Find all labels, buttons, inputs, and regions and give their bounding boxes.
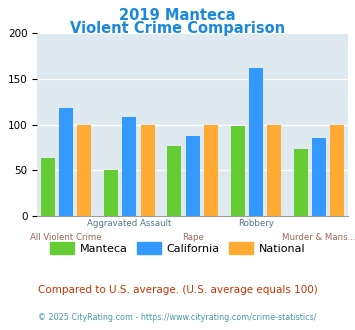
Text: All Violent Crime: All Violent Crime	[30, 233, 102, 242]
Text: Aggravated Assault: Aggravated Assault	[87, 219, 171, 228]
Bar	[104, 170, 118, 216]
Bar	[77, 124, 91, 216]
Bar	[59, 108, 73, 216]
Legend: Manteca, California, National: Manteca, California, National	[45, 238, 310, 258]
Text: Rape: Rape	[182, 233, 203, 242]
Text: 2019 Manteca: 2019 Manteca	[119, 8, 236, 23]
Bar	[204, 124, 218, 216]
Bar	[312, 138, 326, 216]
Bar	[267, 124, 281, 216]
Text: Murder & Mans...: Murder & Mans...	[282, 233, 355, 242]
Bar	[141, 124, 155, 216]
Bar	[41, 158, 55, 216]
Text: Robbery: Robbery	[238, 219, 274, 228]
Bar	[186, 137, 200, 216]
Bar	[122, 117, 136, 216]
Bar	[294, 149, 308, 216]
Bar	[230, 126, 245, 216]
Bar	[249, 68, 263, 216]
Text: © 2025 CityRating.com - https://www.cityrating.com/crime-statistics/: © 2025 CityRating.com - https://www.city…	[38, 313, 317, 322]
Bar	[167, 146, 181, 216]
Text: Violent Crime Comparison: Violent Crime Comparison	[70, 21, 285, 36]
Bar	[331, 124, 344, 216]
Text: Compared to U.S. average. (U.S. average equals 100): Compared to U.S. average. (U.S. average …	[38, 285, 317, 295]
